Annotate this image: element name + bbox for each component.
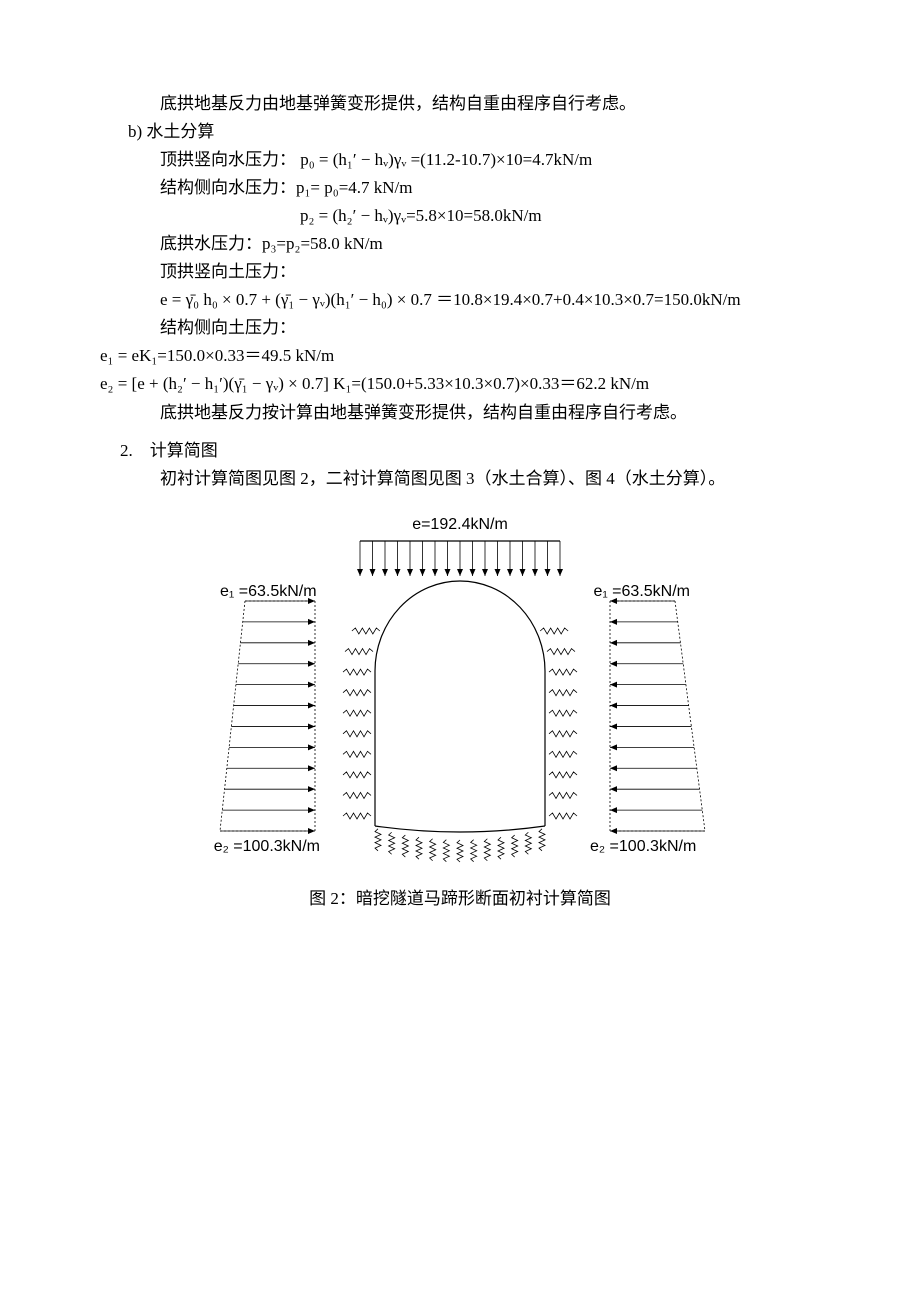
text-line: 结构侧向土压力： [160, 314, 820, 342]
figure-2: e=192.4kN/m e₁ =63.5kN/m e₁ =63.5kN/m e₂ =1… [100, 501, 820, 913]
text-line: 底拱地基反力由地基弹簧变形提供，结构自重由程序自行考虑。 [160, 90, 820, 118]
text-line: 顶拱竖向水压力： p₀ = (h₁′ − hᵥ)γᵥ =(11.2-10.7)×… [160, 146, 820, 174]
page: 底拱地基反力由地基弹簧变形提供，结构自重由程序自行考虑。 b) 水土分算 顶拱竖… [0, 0, 920, 1302]
svg-text:e₂ =100.3kN/m: e₂ =100.3kN/m [214, 838, 320, 855]
tunnel-diagram: e=192.4kN/m e₁ =63.5kN/m e₁ =63.5kN/m e₂ =1… [160, 501, 760, 881]
formula-line: e₂ = [e + (h₂′ − h₁′)(γ̄₁ − γᵥ) × 0.7] K… [100, 370, 820, 398]
figure-caption: 图 2：暗挖隧道马蹄形断面初衬计算简图 [309, 885, 611, 913]
text-line: 顶拱竖向土压力： [160, 258, 820, 286]
heading-line: 2. 计算简图 [120, 437, 820, 465]
svg-text:e=192.4kN/m: e=192.4kN/m [412, 516, 508, 533]
text-line: 初衬计算简图见图 2，二衬计算简图见图 3（水土合算）、图 4（水土分算）。 [160, 465, 820, 493]
text-line: 底拱地基反力按计算由地基弹簧变形提供，结构自重由程序自行考虑。 [160, 399, 820, 427]
svg-text:e₂ =100.3kN/m: e₂ =100.3kN/m [590, 838, 696, 855]
text-line: 底拱水压力：p₃=p₂=58.0 kN/m [160, 230, 820, 258]
text-span: 顶拱竖向水压力： [160, 150, 296, 169]
formula-line: e = γ̄₀ h₀ × 0.7 + (γ̄₁ − γᵥ)(h₁′ − h₀) … [160, 286, 820, 314]
text-line: b) 水土分算 [128, 118, 820, 146]
text-line: 结构侧向水压力：p₁= p₀=4.7 kN/m [160, 174, 820, 202]
svg-text:e₁ =63.5kN/m: e₁ =63.5kN/m [220, 583, 317, 600]
formula-span: p₀ = (h₁′ − hᵥ)γᵥ =(11.2-10.7)×10=4.7kN/… [296, 150, 592, 169]
formula-line: p₂ = (h₂′ − hᵥ)γᵥ=5.8×10=58.0kN/m [300, 202, 820, 230]
formula-line: e₁ = eK₁=150.0×0.33＝49.5 kN/m [100, 342, 820, 370]
svg-text:e₁ =63.5kN/m: e₁ =63.5kN/m [593, 583, 690, 600]
